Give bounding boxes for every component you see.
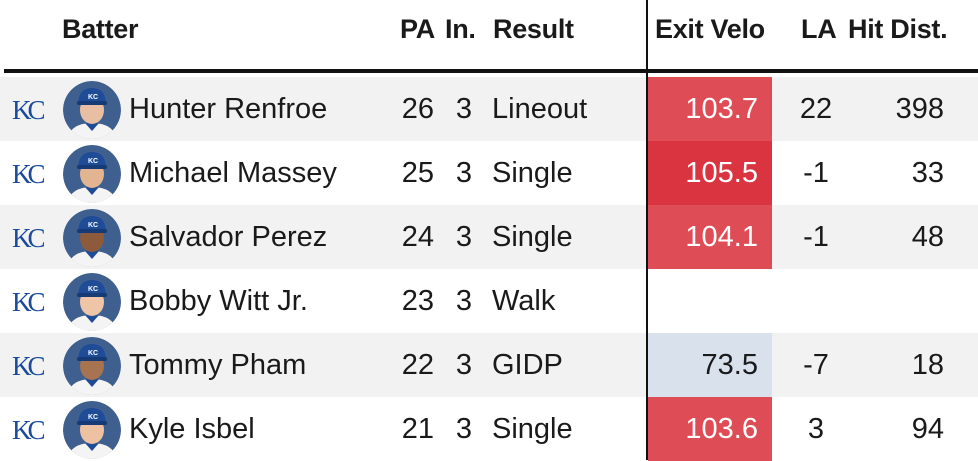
avatar: KC xyxy=(63,401,121,459)
exit-velo-cell xyxy=(648,269,772,333)
avatar: KC xyxy=(63,337,121,395)
launch-angle: 3 xyxy=(807,413,825,445)
batter-name: Bobby Witt Jr. xyxy=(129,285,308,317)
kc-logo-icon: KC xyxy=(11,220,48,254)
svg-text:KC: KC xyxy=(88,350,98,357)
svg-text:KC: KC xyxy=(12,287,44,317)
kc-logo-icon: KC xyxy=(11,92,48,126)
exit-velo-cell: 104.1 xyxy=(648,205,772,269)
batter-name: Tommy Pham xyxy=(129,349,307,381)
column-header-pa[interactable]: PA xyxy=(400,14,435,44)
plate-appearance-number: 24 xyxy=(401,221,434,253)
inning: 3 xyxy=(455,221,472,253)
svg-text:KC: KC xyxy=(12,223,44,253)
table-row[interactable]: KC KC Tommy Pham 22 3 GIDP 73.5 -7 18 xyxy=(0,333,978,397)
launch-angle: -1 xyxy=(803,221,829,253)
hit-distance: 48 xyxy=(911,221,944,253)
column-divider xyxy=(646,0,648,460)
svg-text:KC: KC xyxy=(88,222,98,229)
result: Single xyxy=(492,157,573,189)
kc-logo-icon: KC xyxy=(11,156,48,190)
result: Walk xyxy=(492,285,556,317)
plate-appearance-number: 21 xyxy=(401,413,434,445)
inning: 3 xyxy=(455,413,472,445)
svg-text:KC: KC xyxy=(12,415,44,445)
exit-velo-cell: 103.6 xyxy=(648,397,772,461)
header-divider xyxy=(4,69,978,73)
plate-appearance-number: 23 xyxy=(401,285,434,317)
svg-text:KC: KC xyxy=(12,95,44,125)
kc-logo-icon: KC xyxy=(11,412,48,446)
svg-text:KC: KC xyxy=(12,159,44,189)
column-header-la[interactable]: LA xyxy=(801,14,837,44)
avatar: KC xyxy=(63,273,121,331)
plate-appearance-number: 25 xyxy=(401,157,434,189)
plate-appearance-number: 26 xyxy=(401,93,434,125)
launch-angle: -1 xyxy=(803,157,829,189)
svg-text:KC: KC xyxy=(88,414,98,421)
launch-angle: 22 xyxy=(799,93,833,125)
kc-logo-icon: KC xyxy=(11,284,48,318)
batter-name: Kyle Isbel xyxy=(129,413,255,445)
kc-logo-icon: KC xyxy=(11,348,48,382)
batter-name: Hunter Renfroe xyxy=(129,93,328,125)
result: GIDP xyxy=(492,349,563,381)
svg-text:KC: KC xyxy=(88,158,98,165)
svg-text:KC: KC xyxy=(88,286,98,293)
hit-distance xyxy=(860,269,944,333)
launch-angle xyxy=(790,269,842,333)
exit-velo-cell: 103.7 xyxy=(648,77,772,141)
inning: 3 xyxy=(455,93,472,125)
hit-distance: 398 xyxy=(895,93,944,125)
hit-distance: 33 xyxy=(911,157,944,189)
result: Single xyxy=(492,221,573,253)
column-header-inning[interactable]: In. xyxy=(445,14,476,44)
table-row[interactable]: KC KC Michael Massey 25 3 Single 105.5 -1 33 xyxy=(0,141,978,205)
batter-name: Michael Massey xyxy=(129,157,337,189)
exit-velo-cell: 105.5 xyxy=(648,141,772,205)
inning: 3 xyxy=(455,349,472,381)
avatar: KC xyxy=(63,145,121,203)
avatar: KC xyxy=(63,209,121,267)
column-header-batter[interactable]: Batter xyxy=(62,14,139,44)
svg-text:KC: KC xyxy=(12,351,44,381)
hit-distance: 94 xyxy=(911,413,944,445)
batter-name: Salvador Perez xyxy=(129,221,328,253)
result: Lineout xyxy=(492,93,588,125)
table-row[interactable]: KC KC Bobby Witt Jr. 23 3 Walk xyxy=(0,269,978,333)
table-row[interactable]: KC KC Salvador Perez 24 3 Single 104.1 -1 48 xyxy=(0,205,978,269)
exit-velo-cell: 73.5 xyxy=(648,333,772,397)
inning: 3 xyxy=(455,157,472,189)
result: Single xyxy=(492,413,573,445)
column-header-exit-velo[interactable]: Exit Velo xyxy=(655,14,765,44)
svg-text:KC: KC xyxy=(88,94,98,101)
avatar: KC xyxy=(63,81,121,139)
table-header: Batter PA In. Result Exit Velo LA Hit Di… xyxy=(0,0,978,70)
plate-appearance-number: 22 xyxy=(401,349,434,381)
table-row[interactable]: KC KC Hunter Renfroe 26 3 Lineout 103.7 22 398 xyxy=(0,77,978,141)
table-row[interactable]: KC KC Kyle Isbel 21 3 Single 103.6 3 94 xyxy=(0,397,978,461)
column-header-hit-dist[interactable]: Hit Dist. xyxy=(848,14,948,44)
inning: 3 xyxy=(455,285,472,317)
column-header-result[interactable]: Result xyxy=(493,14,574,44)
hit-distance: 18 xyxy=(911,349,944,381)
launch-angle: -7 xyxy=(803,349,829,381)
